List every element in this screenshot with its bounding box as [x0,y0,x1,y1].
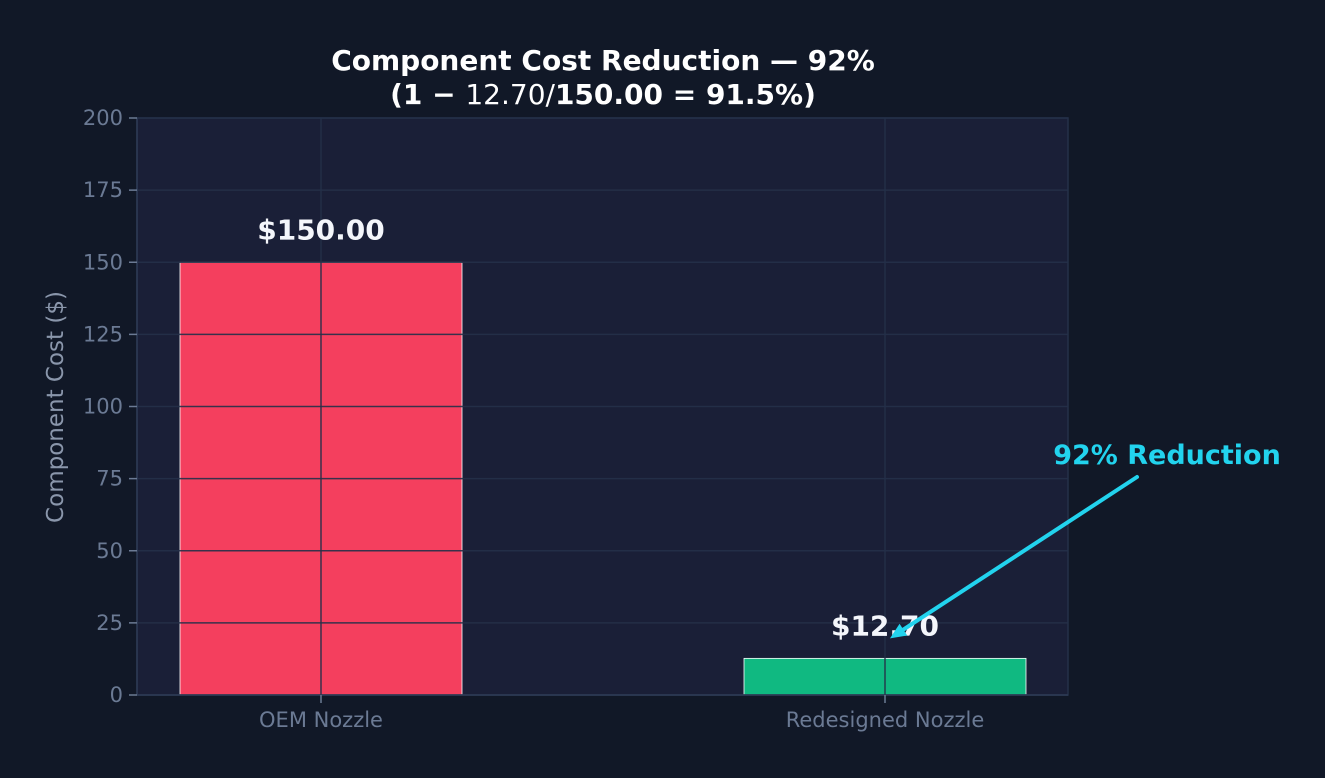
x-tick-label: Redesigned Nozzle [786,708,985,732]
y-tick-label: 0 [110,683,123,707]
y-tick-label: 200 [83,106,123,130]
data-label: $150.00 [257,213,385,246]
data-label: $12.70 [831,609,939,642]
y-tick-label: 75 [96,467,123,491]
annotation-arrow-head [890,623,908,639]
annotation-text: 92% Reduction [1053,440,1281,471]
y-axis-label: Component Cost ($) [43,291,69,523]
annotation-arrow-shaft [901,475,1139,632]
y-tick-label: 125 [83,322,123,346]
y-tick-label: 25 [96,611,123,635]
chart-subtitle: (1 − 12.70/150.00 = 91.5%) [390,78,816,111]
subtitle-open: (1 − [390,78,465,111]
y-tick-label: 100 [83,395,123,419]
x-tick-label: OEM Nozzle [259,708,383,732]
subtitle-rest: 150.00 = 91.5%) [555,78,816,111]
y-tick-label: 175 [83,178,123,202]
chart-title: Component Cost Reduction — 92% [331,44,875,77]
subtitle-ratio: 12.70/ [465,78,555,111]
plot-area: 0 25 50 75 100 125 150 175 200 OEM Nozzle Redesign… [83,106,1281,732]
y-tick-label: 150 [83,250,123,274]
y-tick-label: 50 [96,539,123,563]
